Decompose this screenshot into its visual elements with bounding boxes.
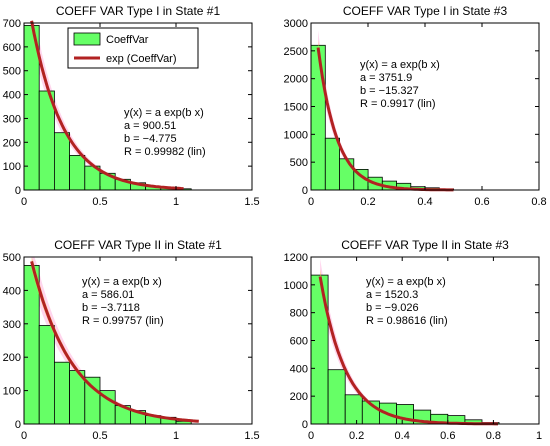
- y-tick-label: 700: [3, 18, 21, 30]
- legend-label-bars: CoeffVar: [106, 34, 149, 46]
- y-tick-label: 800: [290, 308, 308, 320]
- y-tick-label: 100: [3, 161, 21, 173]
- x-tick-label: 0.5: [92, 196, 107, 208]
- y-tick-label: 500: [3, 252, 21, 264]
- histogram-bar: [38, 325, 55, 425]
- y-tick-label: 2500: [284, 46, 308, 58]
- x-tick-label: 0.6: [440, 430, 455, 442]
- chart-title: COEFF VAR Type I in State #1: [56, 4, 221, 18]
- y-tick-label: 0: [15, 185, 21, 197]
- axes-box: [23, 256, 253, 425]
- fit-annotation-line: b = −15.327: [360, 85, 419, 97]
- fit-annotation-line: y(x) = a exp(b x): [124, 107, 204, 119]
- x-tick-label: 0: [308, 196, 314, 208]
- y-tick-label: 500: [290, 157, 308, 169]
- y-tick-label: 600: [290, 336, 308, 348]
- fit-annotation-line: R = 0.99757 (lin): [82, 315, 164, 327]
- chart-panel-2: 0 0.2 0.4 0.6 0.8 0 500 1000 1500 2000 2500 3000 COE…: [284, 4, 547, 208]
- histogram-bar: [339, 158, 355, 191]
- x-tick-label: 0.8: [486, 430, 501, 442]
- y-tick-label: 400: [3, 285, 21, 297]
- y-tick-label: 1200: [284, 252, 308, 264]
- histogram-bar: [69, 154, 86, 191]
- fit-annotation-line: a = 3751.9: [360, 72, 412, 84]
- y-tick-label: 500: [3, 66, 21, 78]
- x-tick-label: 0.6: [474, 196, 489, 208]
- fit-annotation-line: R = 0.99982 (lin): [124, 146, 206, 158]
- y-tick-label: 300: [3, 319, 21, 331]
- x-tick-label: 1: [536, 430, 542, 442]
- y-tick-label: 3000: [284, 18, 308, 30]
- y-tick-label: 400: [3, 90, 21, 102]
- fit-annotation-line: a = 586.01: [82, 289, 134, 301]
- chart-title: COEFF VAR Type I in State #3: [343, 4, 508, 18]
- fit-annotation-line: R = 0.9917 (lin): [360, 98, 436, 110]
- x-tick-label: 1: [173, 196, 179, 208]
- x-tick-label: 0.2: [349, 430, 364, 442]
- legend: CoeffVar exp (CoeffVar): [67, 27, 199, 69]
- legend-label-fit: exp (CoeffVar): [106, 53, 177, 65]
- histogram-bar: [344, 394, 363, 425]
- histogram-bar: [54, 361, 71, 425]
- histogram-bar: [38, 90, 55, 191]
- y-tick-label: 200: [3, 352, 21, 364]
- x-tick-label: 1.5: [244, 430, 259, 442]
- x-tick-label: 0: [308, 430, 314, 442]
- x-tick-label: 1.5: [244, 196, 259, 208]
- fit-annotation-line: a = 1520.3: [366, 289, 418, 301]
- fit-annotation-line: a = 900.51: [124, 120, 176, 132]
- y-tick-label: 600: [3, 42, 21, 54]
- chart-title: COEFF VAR Type II in State #3: [341, 238, 509, 252]
- x-tick-label: 0.4: [417, 196, 432, 208]
- x-tick-label: 0: [21, 196, 27, 208]
- histogram-bar: [310, 44, 326, 191]
- histogram-bar: [324, 137, 340, 191]
- y-tick-label: 200: [3, 137, 21, 149]
- chart-title: COEFF VAR Type II in State #1: [54, 238, 222, 252]
- x-tick-label: 1: [173, 430, 179, 442]
- y-tick-label: 2000: [284, 74, 308, 86]
- fit-annotation-line: R = 0.98616 (lin): [366, 315, 448, 327]
- chart-panel-4: 0 0.2 0.4 0.6 0.8 1 0 200 400 600 800 1000 1200 COEFF…: [284, 238, 543, 442]
- histogram-bar: [54, 132, 71, 191]
- legend-swatch-bars: [73, 32, 101, 46]
- fit-curve: [30, 261, 199, 423]
- y-tick-label: 0: [302, 185, 308, 197]
- histogram-bar: [23, 264, 40, 425]
- y-tick-label: 400: [290, 363, 308, 375]
- x-tick-label: 0.8: [531, 196, 546, 208]
- chart-panel-3: 0 0.5 1 1.5 0 100 200 300 400 500 COEFF VAR Type I…: [3, 238, 260, 442]
- fit-annotation-line: b = −9.026: [366, 302, 419, 314]
- axes-box: [23, 22, 253, 191]
- x-tick-label: 0: [21, 430, 27, 442]
- fit-annotation-line: b = −3.7118: [82, 302, 140, 314]
- histogram-bar: [84, 376, 101, 425]
- histogram-bar: [327, 369, 346, 425]
- y-tick-label: 100: [3, 386, 21, 398]
- y-tick-label: 1000: [284, 280, 308, 292]
- y-tick-label: 200: [290, 391, 308, 403]
- x-tick-label: 0.4: [395, 430, 410, 442]
- x-tick-label: 0.5: [92, 430, 107, 442]
- y-tick-label: 0: [302, 419, 308, 431]
- y-tick-label: 1500: [284, 102, 308, 114]
- x-tick-label: 0.2: [360, 196, 375, 208]
- y-tick-label: 0: [15, 419, 21, 431]
- fit-curve: [30, 20, 184, 191]
- fit-annotation-line: y(x) = a exp(b x): [360, 59, 440, 71]
- y-tick-label: 300: [3, 113, 21, 125]
- y-tick-label: 1000: [284, 129, 308, 141]
- fit-annotation-line: b = −4.775: [124, 133, 177, 145]
- fit-annotation-line: y(x) = a exp(b x): [82, 276, 162, 288]
- fit-annotation-line: y(x) = a exp(b x): [366, 276, 446, 288]
